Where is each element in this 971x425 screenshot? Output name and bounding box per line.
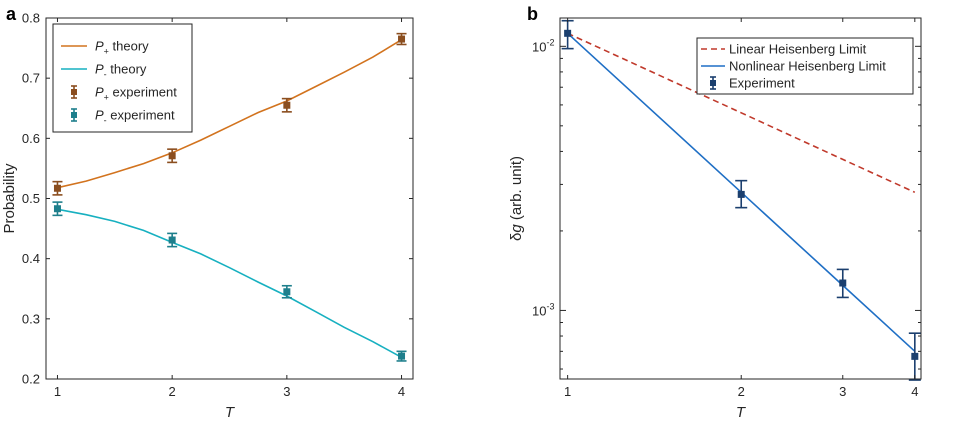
linear-limit-line — [567, 32, 916, 194]
y-tick-label: 0.5 — [22, 191, 40, 206]
data-point — [839, 279, 847, 287]
data-point — [398, 352, 406, 360]
data-point — [53, 205, 61, 213]
x-tick-label: 2 — [738, 384, 745, 399]
panel-a-label: a — [6, 4, 17, 24]
y-axis-label: Probability — [1, 163, 18, 234]
theory-curve-0 — [57, 39, 402, 189]
data-point — [283, 288, 291, 296]
data-point — [283, 101, 291, 109]
panel-b-label: b — [527, 4, 538, 24]
x-tick-label: 4 — [398, 384, 405, 399]
data-point — [168, 236, 176, 244]
data-point — [911, 352, 919, 360]
data-point — [53, 184, 61, 192]
y-tick-label: 0.3 — [22, 311, 40, 326]
y-tick-label: 0.7 — [22, 71, 40, 86]
nonlinear-limit-line — [567, 32, 916, 352]
y-tick-label: 10-3 — [532, 301, 554, 318]
x-tick-label: 1 — [54, 384, 61, 399]
y-axis-label: δg (arb. unit) — [508, 156, 525, 241]
x-tick-label: 3 — [839, 384, 846, 399]
y-tick-label: 0.4 — [22, 251, 40, 266]
theory-curve-1 — [57, 208, 402, 359]
axes-box — [559, 17, 922, 380]
legend-label-1: Nonlinear Heisenberg Limit — [729, 59, 886, 74]
y-tick-label: 0.8 — [22, 11, 40, 26]
x-tick-label: 2 — [169, 384, 176, 399]
data-point — [737, 190, 745, 198]
legend-label-3: P- experiment — [95, 108, 175, 126]
y-tick-label: 10-2 — [532, 37, 554, 54]
data-point — [398, 35, 406, 43]
x-axis-label: T — [736, 404, 747, 421]
legend-label-2: Experiment — [729, 76, 795, 91]
data-point — [168, 152, 176, 160]
x-tick-label: 1 — [564, 384, 571, 399]
legend-label-1: P- theory — [95, 62, 147, 80]
panel-a: a 1 2 3 4 0.2 0.3 0.4 0.5 0.6 0.7 0.8 T Probability P+… — [1, 4, 414, 421]
legend-label-0: P+ theory — [95, 39, 149, 57]
legend-label-0: Linear Heisenberg Limit — [729, 42, 867, 57]
y-tick-label: 0.2 — [22, 372, 40, 387]
y-tick-label: 0.6 — [22, 131, 40, 146]
panel-b: b 1 2 3 4 10-3 10-2 Tδg (arb. unit) Linear Heise… — [508, 4, 922, 421]
x-tick-label: 3 — [283, 384, 290, 399]
legend-box — [696, 37, 914, 95]
legend-marker — [71, 89, 77, 95]
x-axis-label: T — [225, 404, 236, 421]
legend-label-2: P+ experiment — [95, 85, 177, 103]
legend-marker — [71, 112, 77, 118]
x-tick-label: 4 — [911, 384, 918, 399]
data-point — [564, 29, 572, 37]
legend-marker — [710, 80, 716, 86]
